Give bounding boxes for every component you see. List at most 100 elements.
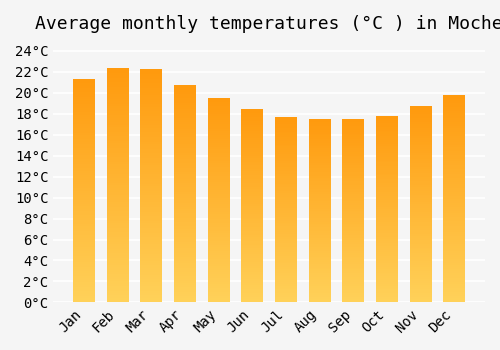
Bar — [444, 118, 466, 120]
Bar — [140, 123, 162, 125]
Bar — [444, 259, 466, 261]
Bar — [342, 214, 364, 216]
Bar — [275, 124, 297, 126]
Bar — [208, 258, 230, 259]
Bar — [342, 229, 364, 231]
Bar — [106, 209, 128, 211]
Bar — [140, 83, 162, 86]
Bar — [73, 117, 95, 119]
Bar — [140, 160, 162, 163]
Bar — [444, 211, 466, 213]
Bar — [208, 272, 230, 274]
Bar — [140, 207, 162, 209]
Bar — [73, 256, 95, 258]
Bar — [309, 202, 330, 203]
Bar — [208, 120, 230, 122]
Bar — [73, 218, 95, 220]
Bar — [376, 231, 398, 233]
Bar — [410, 214, 432, 216]
Bar — [342, 301, 364, 302]
Bar — [73, 155, 95, 157]
Bar — [309, 126, 330, 128]
Bar — [106, 202, 128, 204]
Bar — [73, 157, 95, 159]
Bar — [410, 247, 432, 250]
Bar — [140, 202, 162, 205]
Bar — [242, 125, 264, 127]
Bar — [73, 280, 95, 282]
Bar — [444, 186, 466, 188]
Bar — [275, 128, 297, 130]
Bar — [242, 266, 264, 268]
Bar — [309, 286, 330, 288]
Bar — [410, 226, 432, 228]
Bar — [208, 290, 230, 292]
Bar — [242, 113, 264, 115]
Bar — [106, 286, 128, 288]
Bar — [275, 237, 297, 239]
Bar — [309, 293, 330, 295]
Bar — [376, 256, 398, 258]
Bar — [309, 251, 330, 253]
Bar — [410, 244, 432, 246]
Bar — [309, 220, 330, 222]
Bar — [208, 294, 230, 296]
Bar — [140, 72, 162, 74]
Bar — [444, 159, 466, 161]
Bar — [410, 208, 432, 210]
Bar — [342, 205, 364, 207]
Bar — [140, 281, 162, 284]
Bar — [242, 237, 264, 239]
Bar — [174, 203, 196, 205]
Bar — [208, 200, 230, 202]
Bar — [309, 257, 330, 258]
Bar — [242, 198, 264, 200]
Bar — [410, 210, 432, 212]
Bar — [73, 86, 95, 88]
Bar — [208, 278, 230, 280]
Bar — [410, 149, 432, 151]
Bar — [106, 279, 128, 281]
Bar — [342, 207, 364, 209]
Bar — [242, 212, 264, 214]
Bar — [275, 206, 297, 208]
Bar — [208, 202, 230, 204]
Bar — [208, 259, 230, 261]
Bar — [140, 235, 162, 237]
Bar — [309, 172, 330, 174]
Bar — [309, 198, 330, 199]
Bar — [275, 143, 297, 145]
Bar — [106, 158, 128, 160]
Bar — [106, 80, 128, 83]
Bar — [140, 291, 162, 293]
Bar — [140, 70, 162, 72]
Bar — [73, 253, 95, 256]
Bar — [376, 280, 398, 282]
Bar — [73, 242, 95, 244]
Bar — [309, 216, 330, 218]
Bar — [275, 133, 297, 135]
Bar — [376, 241, 398, 243]
Bar — [106, 155, 128, 158]
Bar — [106, 225, 128, 228]
Bar — [342, 242, 364, 244]
Bar — [275, 297, 297, 299]
Bar — [275, 265, 297, 267]
Bar — [242, 173, 264, 175]
Bar — [342, 216, 364, 218]
Bar — [140, 179, 162, 181]
Bar — [275, 236, 297, 237]
Bar — [106, 183, 128, 186]
Bar — [275, 193, 297, 195]
Bar — [242, 210, 264, 212]
Bar — [444, 126, 466, 128]
Bar — [376, 144, 398, 146]
Bar — [275, 146, 297, 148]
Bar — [410, 285, 432, 287]
Bar — [444, 176, 466, 178]
Bar — [73, 236, 95, 238]
Bar — [73, 289, 95, 291]
Bar — [309, 247, 330, 249]
Bar — [275, 202, 297, 204]
Bar — [174, 100, 196, 103]
